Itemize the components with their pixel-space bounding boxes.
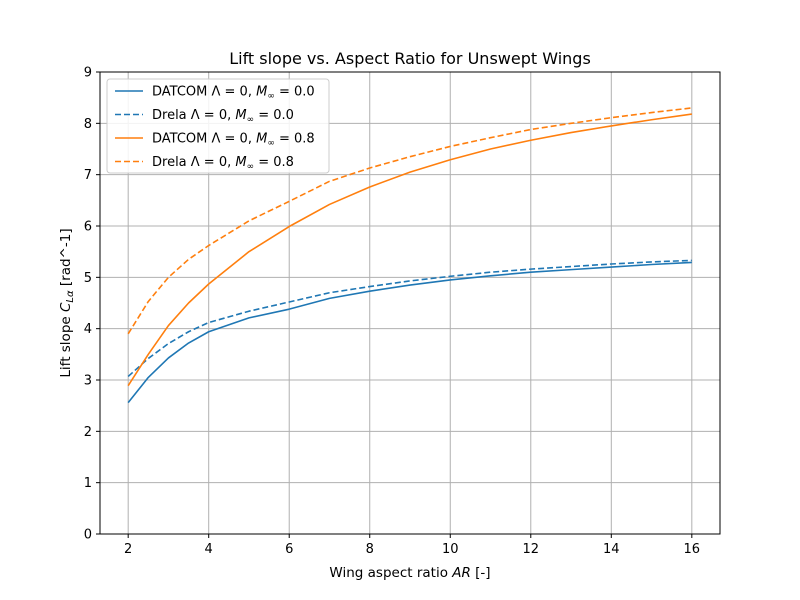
y-tick-label: 4 xyxy=(84,322,92,337)
chart-title: Lift slope vs. Aspect Ratio for Unswept … xyxy=(229,49,591,68)
legend-label-3: DATCOM Λ = 0, M∞ = 0.8 xyxy=(152,132,315,149)
series-layer xyxy=(127,107,692,404)
y-tick-label: 7 xyxy=(84,168,92,183)
x-tick-label: 12 xyxy=(523,542,540,557)
series-line-3 xyxy=(127,113,692,387)
y-tick-label: 0 xyxy=(84,528,92,543)
x-tick-label: 4 xyxy=(205,542,213,557)
x-tick-label: 14 xyxy=(603,542,620,557)
y-tick-label: 2 xyxy=(84,425,92,440)
series-line-2 xyxy=(127,259,692,378)
x-tick-label: 16 xyxy=(684,542,701,557)
y-tick-label: 5 xyxy=(84,271,92,286)
y-tick-label: 1 xyxy=(84,476,92,491)
legend-label-2: Drela Λ = 0, M∞ = 0.0 xyxy=(152,108,294,125)
y-tick-label: 9 xyxy=(84,66,92,81)
x-tick-label: 8 xyxy=(366,542,374,557)
legend-label-1: DATCOM Λ = 0, M∞ = 0.0 xyxy=(152,85,315,102)
legend-label-4: Drela Λ = 0, M∞ = 0.8 xyxy=(152,155,294,172)
x-tick-label: 6 xyxy=(285,542,293,557)
y-axis-label: Lift slope CLα [rad^-1] xyxy=(58,228,76,377)
series-line-1 xyxy=(127,261,692,404)
x-tick-label: 2 xyxy=(124,542,132,557)
y-tick-label: 3 xyxy=(84,374,92,389)
plot-frame xyxy=(99,71,721,535)
legend-frame xyxy=(106,78,330,174)
y-tick-label: 8 xyxy=(84,117,92,132)
y-tick-label: 6 xyxy=(84,220,92,235)
x-axis-label: Wing aspect ratio AR [-] xyxy=(329,565,490,581)
x-tick-label: 10 xyxy=(442,542,459,557)
legend: DATCOM Λ = 0, M∞ = 0.0 Drela Λ = 0, M∞ = … xyxy=(106,78,330,174)
series-line-4 xyxy=(127,107,692,335)
